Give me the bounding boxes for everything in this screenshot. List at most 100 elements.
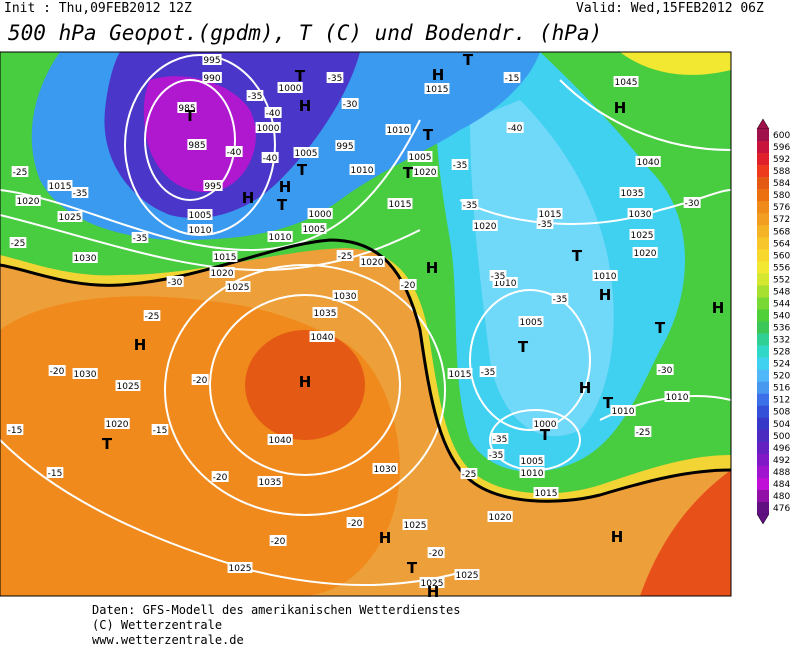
label-box [211,471,229,482]
label-box [47,180,73,191]
colorbar-label: 480 [773,492,790,502]
label-box [635,156,661,167]
contour-label: 985 [188,141,205,151]
label-box [519,467,545,478]
label-box [225,146,243,157]
label-box [592,270,618,281]
label-box [187,224,213,235]
label-box [447,368,473,379]
label-box [335,140,355,151]
contour-label: 1015 [535,489,558,499]
colorbar-label: 584 [773,179,790,189]
label-box [48,365,66,376]
pressure-center: H [712,299,725,317]
contour-label: -40 [508,124,523,134]
colorbar-band [757,417,769,431]
pressure-center: H [242,189,255,207]
colorbar-label: 512 [773,396,790,406]
colorbar-label: 520 [773,372,790,382]
label-box [341,98,359,109]
contour-label: -15 [8,426,23,436]
label-box [309,331,335,342]
contour-label: 1025 [227,283,250,293]
colorbar-label: 600 [773,131,790,141]
pressure-center: T [297,161,308,179]
contour-label: 1015 [389,200,412,210]
contour-label: 1020 [361,258,384,268]
label-box [72,368,98,379]
contour-label: 1000 [279,84,302,94]
colorbar-band [757,429,769,443]
contour-label: 990 [203,74,220,84]
label-box [246,90,264,101]
label-box [177,102,197,113]
colorbar-band [757,285,769,298]
colorbar-band [757,273,769,286]
label-box [312,307,338,318]
contour-label: -15 [153,426,168,436]
contour-label: 1005 [520,318,543,328]
label-box [6,424,24,435]
pressure-center: T [102,435,113,453]
label-box [399,279,417,290]
map [0,52,731,596]
pressure-center: T [407,559,418,577]
contour-label: 1005 [521,457,544,467]
contour-label: 1015 [539,210,562,220]
pressure-center: H [427,583,440,601]
label-box [491,433,509,444]
pressure-center: T [295,67,306,85]
label-box [664,391,690,402]
label-box [460,468,478,479]
label-box [255,122,281,133]
contour-label: 1000 [534,420,557,430]
label-box [506,122,524,133]
contour-label: 1005 [303,225,326,235]
label-box [419,577,445,588]
colorbar-label: 580 [773,191,790,201]
contour-label: 1030 [334,292,357,302]
contour-label: -20 [348,519,363,529]
contour-label: -20 [193,376,208,386]
contour-label: -40 [266,109,281,119]
label-box [131,232,149,243]
label-box [269,535,287,546]
contour-label: -35 [489,451,504,461]
colorbar-cap [756,118,770,130]
colorbar-label: 540 [773,311,790,321]
colorbar-label: 496 [773,444,790,454]
contour-label: 1015 [214,253,237,263]
contour-label: 995 [203,56,220,66]
contour-label: 1030 [629,210,652,220]
label-box [610,405,636,416]
contour-label: 1025 [404,521,427,531]
valid-time: Valid: Wed,15FEB2012 06Z [576,1,764,16]
label-box [71,187,89,198]
contour-label: 1005 [295,149,318,159]
contour-label: 995 [336,142,353,152]
contour-label: -25 [338,252,353,262]
label-box [519,455,545,466]
colorbar-cap [756,513,770,525]
contour-label: 1020 [211,269,234,279]
label-box [267,231,293,242]
colorbar-band [757,177,769,190]
label-box [632,247,658,258]
contour-label: 1040 [269,436,292,446]
label-box [261,152,279,163]
label-box [104,418,130,429]
contour-label: 1010 [189,226,212,236]
label-box [461,199,479,210]
colorbar-band [757,369,769,382]
label-box [301,223,327,234]
colorbar-band [757,501,769,515]
label-box [326,72,344,83]
contour-label: 1010 [269,233,292,243]
colorbar-label: 564 [773,239,790,249]
label-box [359,256,385,267]
contour-label: -25 [462,470,477,480]
colorbar-band [757,489,769,503]
label-box [151,424,169,435]
contour-label: 1015 [449,370,472,380]
